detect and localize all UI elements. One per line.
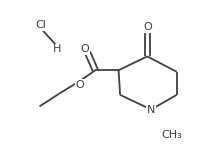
Text: O: O bbox=[143, 22, 152, 32]
Text: H: H bbox=[52, 44, 61, 54]
Text: N: N bbox=[147, 104, 155, 115]
Text: Cl: Cl bbox=[36, 20, 46, 30]
Text: O: O bbox=[80, 44, 89, 54]
Text: O: O bbox=[76, 80, 84, 90]
Text: CH₃: CH₃ bbox=[161, 129, 182, 139]
